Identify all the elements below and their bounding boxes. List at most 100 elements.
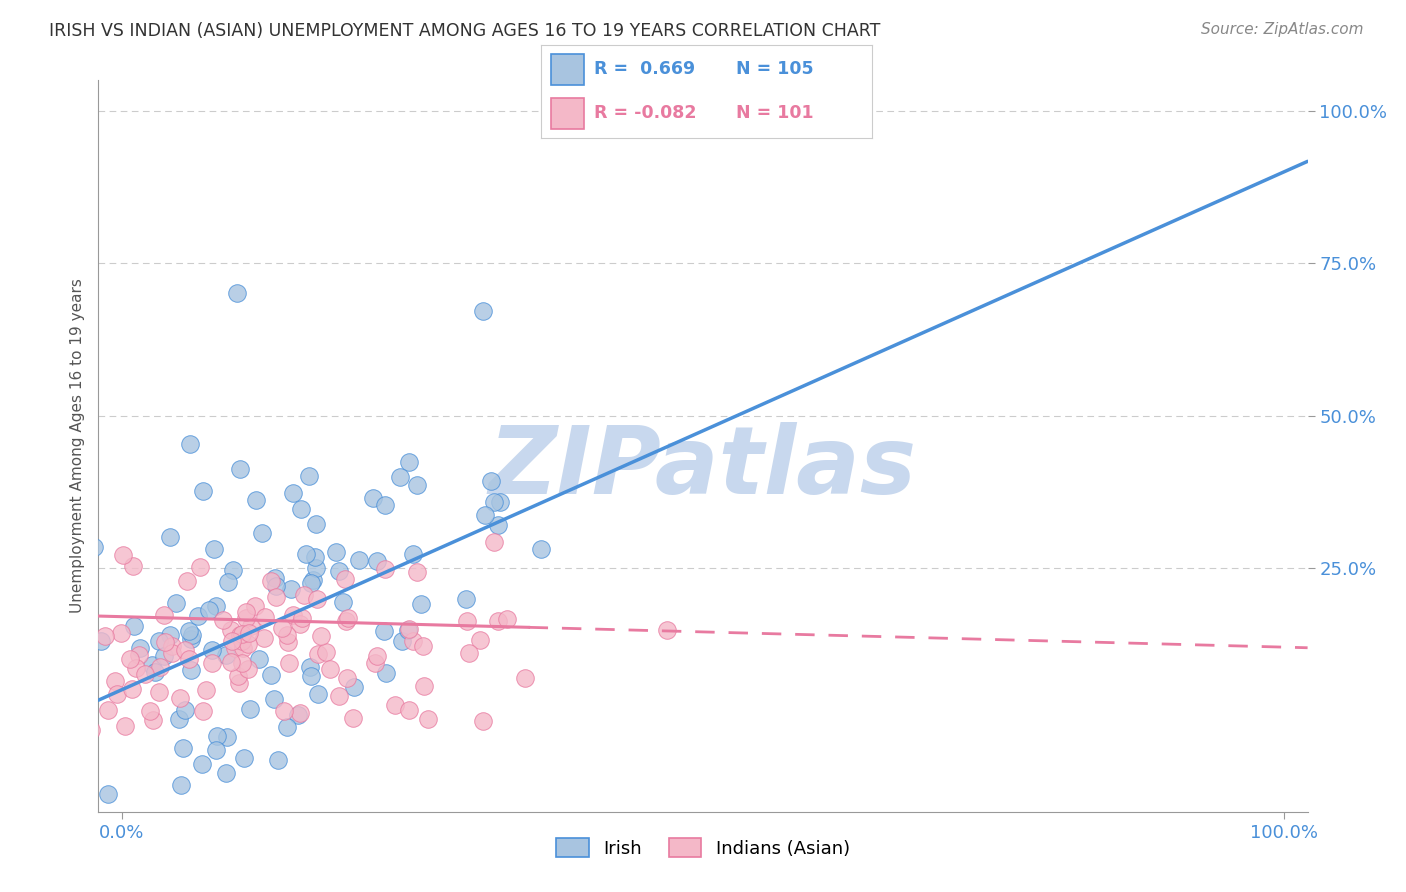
Point [276,720,298,734]
Point [489,495,512,509]
Point [402,547,425,561]
Point [384,698,406,712]
Point [160,639,183,653]
Point [120,652,142,666]
Point [254,610,277,624]
Point [128,825,150,839]
Point [231,627,253,641]
Point [69,741,91,756]
Point [299,669,322,683]
Point [366,648,388,663]
Point [292,588,315,602]
Point [124,619,146,633]
Point [191,757,214,772]
Point [402,634,425,648]
Point [471,303,494,318]
Point [53,591,76,606]
Point [482,534,505,549]
Point [167,712,190,726]
Point [309,629,332,643]
Point [343,680,366,694]
Point [221,634,243,648]
Point [104,673,127,688]
Point [366,554,388,568]
Point [238,625,260,640]
Point [374,666,396,681]
Point [398,455,420,469]
Point [121,681,143,696]
Point [291,611,314,625]
Text: N = 101: N = 101 [737,104,814,122]
Point [0,694,11,708]
Point [191,484,214,499]
Point [235,605,257,619]
Point [231,656,253,670]
Point [236,662,259,676]
Point [374,498,396,512]
Point [159,531,181,545]
Point [172,740,194,755]
Point [125,661,148,675]
Point [406,566,429,580]
Point [66,701,89,715]
Point [276,628,298,642]
Text: R = -0.082: R = -0.082 [595,104,697,122]
Point [263,692,285,706]
Point [281,607,304,622]
Point [148,684,170,698]
Point [388,469,411,483]
Point [219,624,242,638]
Point [468,633,491,648]
Point [305,592,328,607]
Point [513,671,536,685]
Point [8,622,31,636]
Point [456,614,478,628]
Point [416,713,439,727]
Point [264,579,287,593]
Point [152,649,174,664]
Point [222,562,245,576]
Point [347,553,370,567]
Point [215,648,238,662]
Point [195,683,218,698]
Point [406,478,429,492]
Point [114,719,136,733]
Point [337,610,360,624]
Point [264,591,287,605]
Point [264,571,287,585]
Point [361,491,384,505]
Point [226,669,249,683]
Point [198,603,221,617]
Point [332,595,354,609]
Bar [551,98,585,129]
Text: Source: ZipAtlas.com: Source: ZipAtlas.com [1201,22,1364,37]
Point [267,753,290,767]
Point [204,542,226,557]
Point [188,560,211,574]
Point [287,708,309,723]
Point [319,662,342,676]
Point [457,646,479,660]
Point [342,711,364,725]
Point [35,729,58,743]
Point [149,660,172,674]
Point [280,582,302,597]
Point [204,599,226,614]
Point [253,631,276,645]
Point [472,714,495,728]
Point [215,730,238,744]
Point [250,525,273,540]
Point [398,623,420,637]
Text: R =  0.669: R = 0.669 [595,61,696,78]
Point [174,703,197,717]
Point [325,545,347,559]
Point [111,548,134,562]
Point [153,607,176,622]
Point [49,714,72,728]
Point [201,657,224,671]
Point [363,656,385,670]
Point [187,609,209,624]
Point [530,541,553,556]
Point [37,822,59,837]
Point [232,751,254,765]
